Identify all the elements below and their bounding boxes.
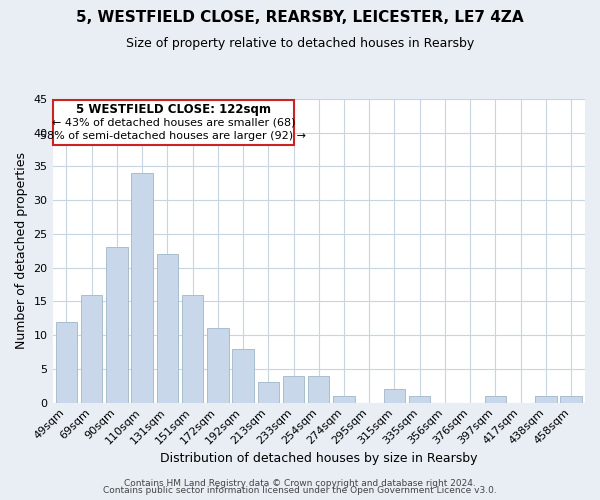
Bar: [81, 294, 103, 403]
Bar: [333, 396, 355, 402]
Y-axis label: Number of detached properties: Number of detached properties: [15, 152, 28, 350]
Text: 5 WESTFIELD CLOSE: 122sqm: 5 WESTFIELD CLOSE: 122sqm: [76, 103, 271, 116]
Bar: [182, 294, 203, 403]
Text: ← 43% of detached houses are smaller (68): ← 43% of detached houses are smaller (68…: [52, 118, 295, 128]
Bar: [157, 254, 178, 402]
FancyBboxPatch shape: [53, 100, 293, 145]
Bar: [409, 396, 430, 402]
Bar: [106, 248, 128, 402]
Text: Size of property relative to detached houses in Rearsby: Size of property relative to detached ho…: [126, 38, 474, 51]
Bar: [257, 382, 279, 402]
Text: Contains HM Land Registry data © Crown copyright and database right 2024.: Contains HM Land Registry data © Crown c…: [124, 478, 476, 488]
Bar: [560, 396, 582, 402]
X-axis label: Distribution of detached houses by size in Rearsby: Distribution of detached houses by size …: [160, 452, 478, 465]
Bar: [384, 389, 405, 402]
Text: Contains public sector information licensed under the Open Government Licence v3: Contains public sector information licen…: [103, 486, 497, 495]
Bar: [207, 328, 229, 402]
Bar: [232, 348, 254, 403]
Bar: [131, 173, 153, 402]
Bar: [535, 396, 557, 402]
Text: 5, WESTFIELD CLOSE, REARSBY, LEICESTER, LE7 4ZA: 5, WESTFIELD CLOSE, REARSBY, LEICESTER, …: [76, 10, 524, 25]
Bar: [485, 396, 506, 402]
Bar: [308, 376, 329, 402]
Bar: [283, 376, 304, 402]
Bar: [56, 322, 77, 402]
Text: 58% of semi-detached houses are larger (92) →: 58% of semi-detached houses are larger (…: [40, 131, 307, 141]
